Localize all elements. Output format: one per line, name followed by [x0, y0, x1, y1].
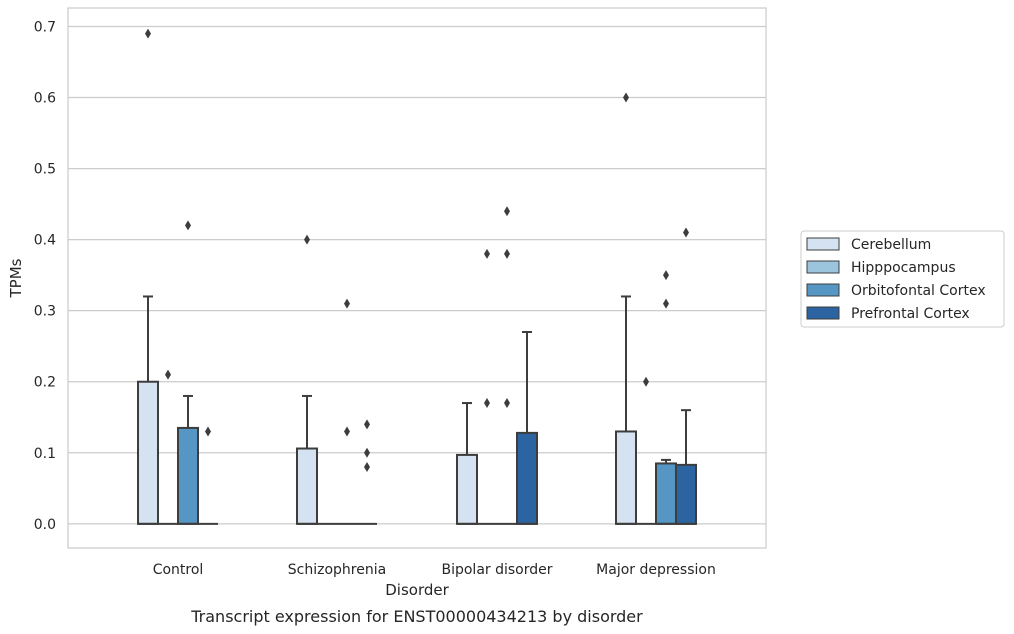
legend-item: Prefrontal Cortex — [806, 306, 970, 322]
legend-item: Orbitofontal Cortex — [806, 283, 986, 299]
y-tick-label: 0.1 — [34, 446, 56, 462]
box — [337, 298, 357, 525]
outlier-point — [364, 419, 370, 430]
legend-item: Cerebellum — [806, 237, 931, 253]
legend-swatch — [806, 283, 840, 297]
box — [198, 426, 218, 525]
outlier-point — [344, 426, 350, 437]
box — [296, 234, 318, 525]
y-tick-label: 0.0 — [34, 517, 56, 533]
box — [477, 248, 497, 525]
box-body — [615, 430, 637, 525]
plot-frame — [67, 7, 767, 549]
y-axis-ticks: 0.0 0.1 0.2 0.3 0.4 0.5 0.6 0.7 — [34, 19, 56, 532]
box — [158, 369, 178, 525]
outlier-point — [504, 248, 510, 259]
series-hipppocampus — [158, 248, 656, 525]
outlier-point — [145, 28, 151, 39]
y-tick-label: 0.3 — [34, 304, 56, 320]
y-tick-label: 0.5 — [34, 162, 56, 178]
outlier-point — [663, 298, 669, 309]
y-axis-label: TPMs — [7, 258, 25, 298]
x-axis-ticks: Control Schizophrenia Bipolar disorder Majo… — [153, 562, 716, 578]
outlier-point — [344, 298, 350, 309]
y-tick-label: 0.4 — [34, 233, 56, 249]
x-tick-label: Bipolar disorder — [441, 562, 552, 578]
outlier-point — [484, 398, 490, 409]
x-tick-label: Control — [153, 562, 204, 578]
legend-swatch — [806, 260, 840, 274]
outlier-point — [504, 398, 510, 409]
grid-lines — [68, 25, 766, 525]
box — [177, 220, 199, 525]
box-body — [675, 463, 697, 525]
box-body — [456, 453, 478, 525]
box-body — [137, 380, 159, 525]
outlier-point — [364, 462, 370, 472]
outlier-point — [205, 426, 211, 437]
box — [137, 28, 159, 525]
chart-caption: Transcript expression for ENST0000043421… — [190, 607, 643, 626]
outlier-point — [683, 227, 689, 238]
legend-frame — [800, 230, 1005, 328]
legend-item: Hipppocampus — [806, 260, 956, 276]
series-cerebellum — [137, 28, 637, 525]
box — [516, 331, 538, 525]
series-orbitofontal-cortex — [177, 206, 677, 525]
legend-label: Hipppocampus — [851, 260, 956, 276]
legend-swatch — [806, 306, 840, 320]
outlier-point — [663, 270, 669, 281]
outlier-point — [185, 220, 191, 231]
outlier-point — [623, 92, 629, 103]
x-tick-label: Schizophrenia — [288, 562, 386, 578]
outlier-point — [504, 206, 510, 217]
legend-swatch — [806, 237, 840, 251]
legend-label: Cerebellum — [851, 237, 931, 253]
y-tick-label: 0.7 — [34, 19, 56, 35]
y-tick-label: 0.2 — [34, 375, 56, 391]
y-tick-label: 0.6 — [34, 91, 56, 107]
outlier-point — [484, 248, 490, 259]
box-body — [655, 462, 677, 525]
series-prefrontal-cortex — [198, 227, 697, 525]
box — [497, 206, 517, 525]
box-body — [516, 431, 538, 525]
x-axis-label: Disorder — [385, 581, 449, 599]
x-tick-label: Major depression — [596, 562, 716, 578]
box-body — [296, 447, 318, 525]
legend-label: Orbitofontal Cortex — [851, 283, 986, 299]
outlier-point — [304, 234, 310, 245]
box-series — [137, 28, 697, 525]
legend-label: Prefrontal Cortex — [851, 306, 970, 322]
box — [655, 270, 677, 525]
box-body — [177, 426, 199, 525]
outlier-point — [364, 447, 370, 458]
legend: Cerebellum Hipppocampus Orbitofontal Corte… — [800, 230, 1005, 328]
box — [357, 419, 377, 525]
outlier-point — [165, 369, 171, 380]
box — [456, 402, 478, 525]
outlier-point — [643, 376, 649, 387]
box — [636, 376, 656, 525]
box — [615, 92, 637, 525]
box — [675, 227, 697, 525]
